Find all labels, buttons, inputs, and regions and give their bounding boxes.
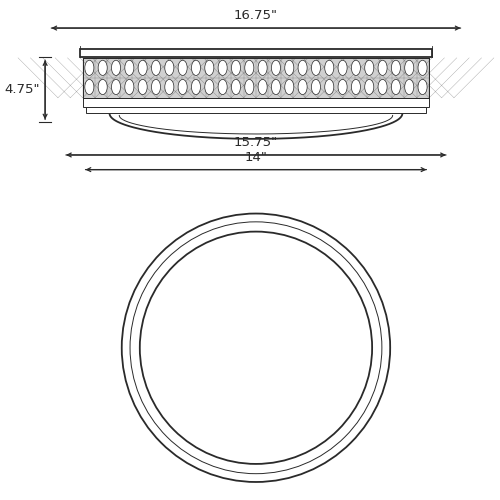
Ellipse shape (85, 80, 94, 94)
Ellipse shape (178, 80, 187, 94)
Ellipse shape (138, 80, 147, 94)
Ellipse shape (125, 80, 134, 94)
Ellipse shape (112, 60, 120, 76)
Circle shape (140, 232, 372, 464)
Ellipse shape (324, 60, 334, 76)
Ellipse shape (364, 60, 374, 76)
Bar (80, 48, 432, 58)
Ellipse shape (165, 80, 174, 94)
Ellipse shape (284, 60, 294, 76)
Ellipse shape (418, 60, 427, 76)
Ellipse shape (364, 80, 374, 94)
Ellipse shape (245, 80, 254, 94)
Ellipse shape (338, 80, 347, 94)
Ellipse shape (218, 60, 227, 76)
Ellipse shape (192, 80, 200, 94)
Ellipse shape (418, 80, 427, 94)
Ellipse shape (85, 60, 94, 76)
Ellipse shape (98, 60, 107, 76)
Ellipse shape (338, 60, 347, 76)
Ellipse shape (98, 80, 107, 94)
Ellipse shape (404, 60, 414, 76)
Text: 4.75": 4.75" (4, 84, 40, 96)
Ellipse shape (258, 80, 267, 94)
Ellipse shape (112, 80, 120, 94)
Ellipse shape (298, 80, 307, 94)
Ellipse shape (245, 60, 254, 76)
Ellipse shape (272, 80, 280, 94)
Ellipse shape (284, 80, 294, 94)
Text: 14": 14" (244, 151, 268, 164)
Ellipse shape (232, 80, 240, 94)
Ellipse shape (404, 80, 414, 94)
Bar (86, 106, 426, 114)
Circle shape (130, 222, 382, 473)
Text: 16.75": 16.75" (234, 9, 278, 22)
Text: 15.75": 15.75" (234, 136, 278, 149)
Ellipse shape (272, 60, 280, 76)
Ellipse shape (232, 60, 240, 76)
Ellipse shape (312, 80, 320, 94)
Ellipse shape (324, 80, 334, 94)
Bar (82, 98, 429, 106)
Ellipse shape (378, 80, 387, 94)
Ellipse shape (298, 60, 307, 76)
Ellipse shape (312, 60, 320, 76)
Bar (82, 58, 429, 98)
Ellipse shape (352, 80, 360, 94)
Ellipse shape (192, 60, 200, 76)
Ellipse shape (258, 60, 267, 76)
Ellipse shape (392, 80, 400, 94)
Ellipse shape (352, 60, 360, 76)
Ellipse shape (205, 60, 214, 76)
Circle shape (122, 214, 390, 482)
Ellipse shape (218, 80, 227, 94)
Ellipse shape (165, 60, 174, 76)
Ellipse shape (178, 60, 187, 76)
Ellipse shape (392, 60, 400, 76)
Ellipse shape (138, 60, 147, 76)
Ellipse shape (152, 80, 160, 94)
Ellipse shape (125, 60, 134, 76)
Ellipse shape (378, 60, 387, 76)
Ellipse shape (205, 80, 214, 94)
Ellipse shape (152, 60, 160, 76)
